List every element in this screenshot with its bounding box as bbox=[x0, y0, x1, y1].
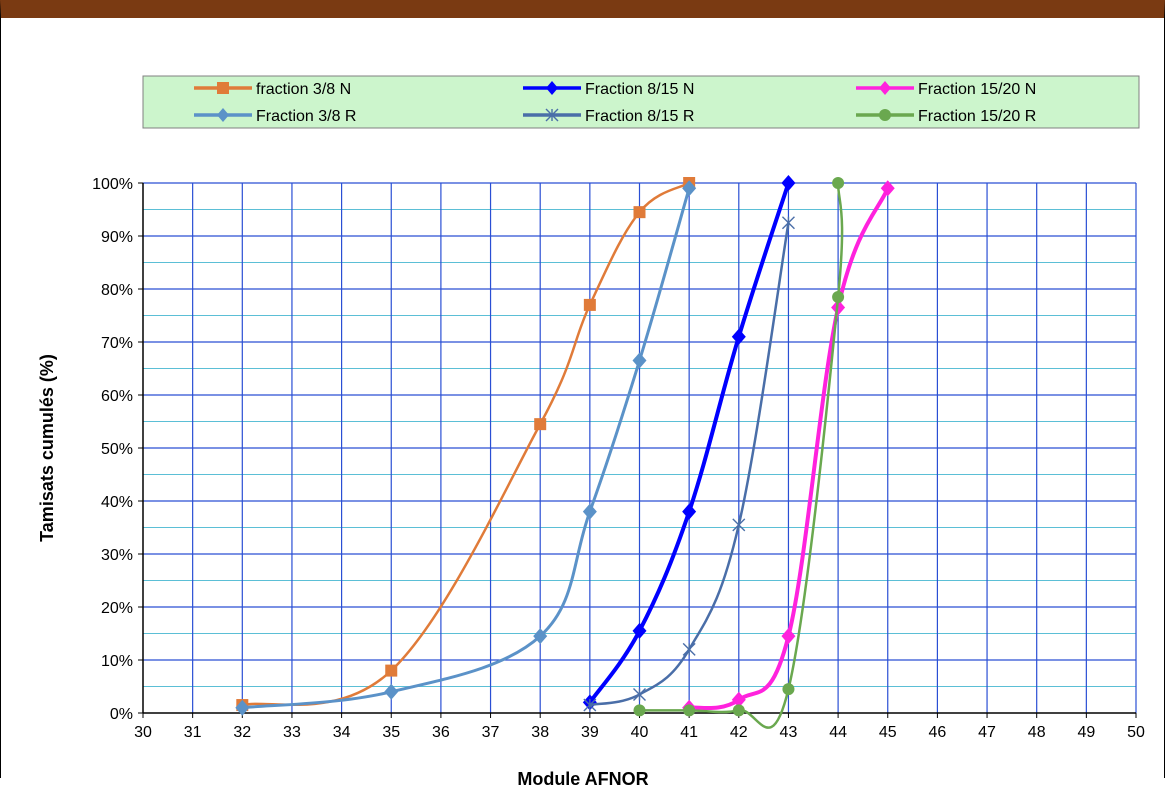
legend-entry-3: Fraction 8/15 R bbox=[523, 108, 694, 125]
y-tick-label: 100% bbox=[92, 176, 133, 193]
data-point bbox=[583, 698, 597, 712]
x-tick-label: 39 bbox=[581, 724, 599, 741]
legend-marker bbox=[546, 81, 558, 95]
data-point bbox=[732, 704, 745, 717]
data-point bbox=[384, 683, 399, 700]
data-point bbox=[385, 664, 398, 677]
x-tick-label: 34 bbox=[333, 724, 351, 741]
data-point bbox=[633, 704, 646, 717]
data-point bbox=[781, 175, 796, 191]
legend-label: Fraction 15/20 N bbox=[918, 81, 1036, 98]
legend-entry-2: Fraction 8/15 N bbox=[523, 81, 694, 98]
y-tick-label: 0% bbox=[110, 706, 133, 723]
x-tick-label: 41 bbox=[680, 724, 698, 741]
data-point bbox=[583, 298, 596, 311]
x-tick-label: 42 bbox=[730, 724, 748, 741]
data-point bbox=[682, 642, 696, 656]
x-tick-label: 45 bbox=[879, 724, 897, 741]
y-tick-label: 30% bbox=[101, 547, 133, 564]
x-tick-label: 36 bbox=[432, 724, 450, 741]
y-tick-label: 40% bbox=[101, 494, 133, 511]
axes: 30 31 32 33 34 35 36 37 38 39 40 41 42 43 44 45 46 47 48 49… bbox=[92, 176, 1145, 741]
data-point bbox=[633, 687, 646, 701]
data-point bbox=[533, 628, 548, 645]
legend-box bbox=[142, 75, 1140, 129]
y-tick-label: 50% bbox=[101, 441, 133, 458]
data-point bbox=[534, 418, 547, 431]
y-tick-label: 90% bbox=[101, 229, 133, 246]
x-tick-label: 30 bbox=[134, 724, 152, 741]
data-point bbox=[731, 328, 746, 345]
data-point bbox=[683, 704, 696, 717]
chart-svg: 30 31 32 33 34 35 36 37 38 39 40 41 42 43 44 45 46 47 48 49… bbox=[37, 75, 1145, 789]
x-tick-label: 32 bbox=[233, 724, 251, 741]
data-point bbox=[731, 691, 746, 708]
x-tick-label: 40 bbox=[631, 724, 649, 741]
legend-marker bbox=[545, 108, 559, 122]
x-tick-label: 49 bbox=[1077, 724, 1095, 741]
data-point bbox=[235, 699, 250, 716]
series-line bbox=[242, 187, 691, 710]
y-tick-label: 60% bbox=[101, 388, 133, 405]
data-point bbox=[781, 628, 796, 645]
x-tick-label: 37 bbox=[482, 724, 500, 741]
x-tick-label: 50 bbox=[1127, 724, 1145, 741]
data-point bbox=[632, 352, 647, 369]
x-tick-label: 33 bbox=[283, 724, 301, 741]
x-tick-label: 35 bbox=[382, 724, 400, 741]
series-2 bbox=[582, 175, 796, 711]
legend-label: Fraction 8/15 N bbox=[585, 81, 694, 98]
legend-entry-4: Fraction 15/20 N bbox=[856, 81, 1036, 98]
data-point bbox=[682, 503, 697, 520]
series-4 bbox=[682, 180, 895, 716]
x-tick-label: 38 bbox=[531, 724, 549, 741]
x-axis-title: Module AFNOR bbox=[517, 769, 648, 789]
legend-marker bbox=[879, 109, 891, 121]
data-point bbox=[632, 622, 647, 639]
x-tick-label: 31 bbox=[184, 724, 202, 741]
legend-entry-0: fraction 3/8 N bbox=[194, 81, 351, 98]
legend-label: Fraction 8/15 R bbox=[585, 108, 694, 125]
legend-label: Fraction 3/8 R bbox=[256, 108, 356, 125]
legend-marker bbox=[217, 82, 229, 94]
data-point bbox=[880, 180, 895, 197]
x-tick-label: 48 bbox=[1028, 724, 1046, 741]
legend-entry-5: Fraction 15/20 R bbox=[856, 108, 1036, 125]
series-5 bbox=[633, 177, 845, 729]
y-tick-label: 20% bbox=[101, 600, 133, 617]
y-tick-label: 70% bbox=[101, 335, 133, 352]
data-point bbox=[732, 518, 746, 532]
legend-label: Fraction 15/20 R bbox=[918, 108, 1036, 125]
series-3 bbox=[583, 216, 795, 712]
data-point bbox=[682, 180, 697, 197]
series-0 bbox=[236, 177, 696, 712]
series-line bbox=[588, 182, 791, 704]
legend-marker bbox=[879, 81, 891, 95]
x-tick-label: 43 bbox=[780, 724, 798, 741]
legend: fraction 3/8 N Fraction 8/15 N Fraction 15… bbox=[194, 81, 1036, 125]
x-tick-label: 47 bbox=[978, 724, 996, 741]
y-tick-label: 80% bbox=[101, 282, 133, 299]
series-layer bbox=[235, 175, 895, 729]
series-1 bbox=[235, 180, 697, 716]
legend-label: fraction 3/8 N bbox=[256, 81, 351, 98]
legend-marker bbox=[217, 108, 229, 122]
data-point bbox=[781, 216, 795, 230]
x-tick-label: 44 bbox=[829, 724, 847, 741]
data-point bbox=[582, 503, 597, 520]
data-point bbox=[782, 683, 795, 696]
legend-entry-1: Fraction 3/8 R bbox=[194, 108, 356, 125]
data-point bbox=[832, 177, 845, 189]
data-point bbox=[832, 290, 845, 303]
data-point bbox=[633, 206, 646, 219]
x-tick-label: 46 bbox=[929, 724, 947, 741]
y-tick-label: 10% bbox=[101, 653, 133, 670]
y-axis-title: Tamisats cumulés (%) bbox=[37, 354, 57, 542]
